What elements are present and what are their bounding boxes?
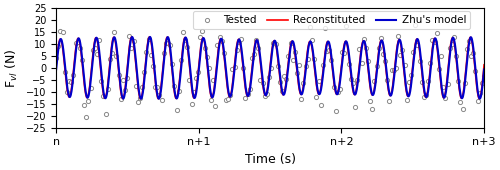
Zhu's model bbox=[126, 60, 132, 62]
Zhu's model bbox=[240, 57, 246, 59]
Tested bbox=[53, 57, 59, 59]
Reconstituted bbox=[198, 44, 204, 46]
Zhu's model bbox=[53, 68, 59, 70]
X-axis label: Time (s): Time (s) bbox=[244, 153, 296, 166]
Zhu's model bbox=[147, 36, 153, 38]
Reconstituted bbox=[481, 64, 487, 66]
Line: Tested: Tested bbox=[54, 23, 486, 119]
Tested bbox=[481, 75, 487, 77]
Zhu's model bbox=[278, 88, 284, 90]
Reconstituted bbox=[278, 90, 284, 92]
Reconstituted bbox=[126, 56, 132, 58]
Tested bbox=[84, 115, 89, 117]
Tested bbox=[170, 63, 175, 65]
Line: Zhu's model: Zhu's model bbox=[56, 37, 484, 99]
Zhu's model bbox=[481, 68, 487, 70]
Tested bbox=[70, 74, 76, 76]
Reconstituted bbox=[110, 38, 116, 40]
Reconstituted bbox=[288, 44, 294, 46]
Zhu's model bbox=[110, 40, 116, 42]
Zhu's model bbox=[198, 47, 204, 49]
Tested bbox=[135, 101, 141, 104]
Tested bbox=[79, 59, 85, 61]
Tested bbox=[464, 48, 470, 50]
Reconstituted bbox=[240, 61, 246, 63]
Tested bbox=[412, 24, 418, 26]
Zhu's model bbox=[138, 98, 144, 100]
Zhu's model bbox=[288, 46, 294, 48]
Line: Reconstituted: Reconstituted bbox=[56, 37, 484, 99]
Tested bbox=[449, 43, 455, 45]
Y-axis label: F$_{vl}$ (N): F$_{vl}$ (N) bbox=[4, 48, 20, 88]
Reconstituted bbox=[146, 36, 152, 38]
Reconstituted bbox=[53, 64, 59, 66]
Legend: Tested, Reconstituted, Zhu's model: Tested, Reconstituted, Zhu's model bbox=[193, 11, 470, 29]
Reconstituted bbox=[138, 98, 144, 100]
